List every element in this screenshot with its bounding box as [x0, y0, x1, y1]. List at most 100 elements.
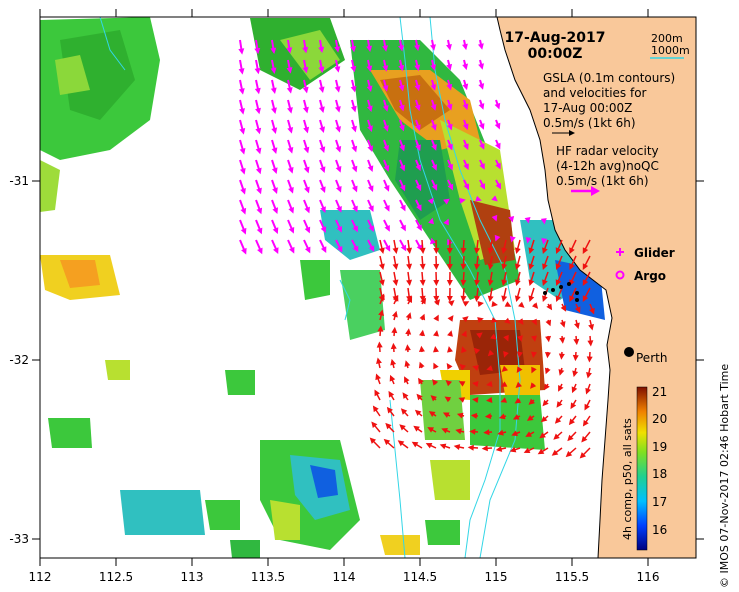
gsla-arrow-head — [430, 104, 437, 111]
gsla-arrow-head — [318, 66, 325, 73]
gsla-arrow-head — [304, 206, 310, 214]
gsla-arrow-head — [447, 163, 453, 171]
hf-arrow-head — [497, 429, 504, 436]
gsla-arrow-head — [495, 162, 501, 170]
gsla-arrow-head — [350, 105, 357, 113]
gsla-arrow-head — [447, 183, 454, 191]
gsla-arrow-head — [254, 47, 261, 55]
colorbar-tick: 18 — [652, 467, 667, 481]
hf-arrow-head — [418, 377, 424, 385]
gsla-arrow-head — [272, 187, 278, 194]
hf-arrow-head — [528, 295, 535, 302]
hf-arrow-head — [537, 448, 545, 455]
gsla-velocity-arrows — [238, 39, 548, 255]
glider-track — [543, 282, 579, 302]
glider-legend-label: Glider — [634, 246, 675, 260]
hf-arrow-head — [569, 295, 575, 302]
gsla-arrow-head — [302, 46, 309, 54]
gsla-arrow-head — [382, 65, 389, 72]
hf-arrow-head — [369, 437, 377, 444]
hf-arrow-head — [392, 279, 399, 286]
hf-arrow-head — [500, 397, 508, 403]
gsla-arrow-head — [255, 107, 261, 115]
hf-arrow-head — [585, 387, 592, 395]
hf-arrow-head — [555, 279, 562, 286]
hf-arrow-head — [378, 247, 385, 254]
gsla-arrow-head — [318, 46, 325, 53]
gsla-arrow-head — [414, 84, 421, 92]
hf-arrow-head — [565, 450, 573, 458]
hf-arrow-head — [514, 263, 521, 270]
hf-arrow-head — [582, 419, 589, 427]
gsla-arrow-head — [431, 164, 437, 171]
hf-arrow-head — [569, 247, 575, 254]
hf-arrow-head — [582, 279, 589, 286]
gsla-arrow-head — [414, 104, 421, 112]
hf-arrow-head — [376, 341, 383, 348]
gsla-arrow-head — [288, 246, 295, 254]
hf-arrow-head — [386, 406, 393, 414]
gsla-arrow-head — [366, 85, 373, 93]
hf-arrow-head — [582, 263, 589, 270]
hf-arrow-head — [399, 424, 406, 431]
hf-arrow-head — [472, 397, 479, 403]
gsla-arrow-head — [271, 127, 278, 134]
gsla-arrow-head — [540, 218, 547, 225]
gsla-arrow-head — [286, 67, 293, 74]
gsla-arrow-head — [255, 147, 262, 155]
hf-arrow-head — [374, 389, 380, 397]
gsla-arrow-head — [288, 226, 295, 234]
gsla-arrow-head — [494, 234, 501, 242]
map-date: 17-Aug-2017 — [505, 30, 606, 46]
hf-arrow-head — [486, 381, 493, 387]
hf-arrow-head — [460, 279, 467, 286]
gsla-arrow-head — [335, 146, 342, 153]
argo-legend-icon — [615, 270, 625, 280]
hf-arrow-head — [378, 263, 385, 270]
hf-arrow-head — [474, 247, 481, 254]
gsla-arrow-head — [400, 204, 406, 212]
colorbar-label: 4h comp, p50, all sats — [621, 418, 634, 540]
hf-arrow-head — [581, 435, 588, 443]
hf-arrow-head — [379, 293, 385, 301]
hf-arrow-head — [544, 367, 551, 375]
gsla-arrow-head — [272, 207, 279, 214]
hf-arrow-head — [472, 381, 479, 387]
hf-arrow-head — [587, 340, 594, 347]
gsla-arrow-head — [446, 123, 453, 131]
hf-arrow-head — [378, 309, 385, 317]
gsla-arrow-head — [336, 205, 342, 213]
hf-arrow-head — [416, 393, 423, 401]
gsla-arrow-head — [272, 227, 279, 234]
gsla-arrow-head — [478, 103, 485, 110]
gsla-arrow-head — [525, 237, 532, 244]
hf-arrow-head — [514, 279, 521, 286]
hf-arrow-head — [551, 449, 559, 456]
gsla-arrow-head — [270, 47, 277, 54]
hf-arrow-head — [413, 425, 420, 432]
hf-arrow-head — [481, 445, 488, 452]
hf-arrow-head — [461, 346, 467, 353]
gsla-arrow-head — [508, 215, 515, 223]
hf-arrow-head — [483, 429, 490, 436]
y-tick-labels: -31 -32 -33 — [9, 174, 29, 546]
hf-arrow-head — [448, 300, 455, 307]
gsla-arrow-head — [399, 164, 406, 172]
gsla-arrow-head — [320, 226, 327, 233]
gsla-arrow-head — [462, 83, 469, 91]
gsla-arrow-head — [336, 245, 343, 253]
hf-arrow-head — [419, 295, 426, 302]
hf-arrow-head — [459, 363, 467, 371]
hf-scale-arrow — [571, 186, 600, 196]
gsla-arrow-head — [254, 87, 261, 95]
gsla-arrow-head — [238, 88, 245, 95]
gsla-arrow-head — [286, 47, 293, 54]
gsla-arrow-head — [399, 144, 405, 152]
gsla-arrow-head — [398, 84, 405, 92]
hf-arrow-head — [447, 346, 453, 353]
hf-arrow-head — [487, 263, 494, 270]
gsla-arrow-head — [446, 103, 453, 111]
hf-legend-scale: 0.5m/s (1kt 6h) — [556, 174, 649, 188]
gsla-arrow-head — [351, 145, 358, 153]
hf-arrow-head — [376, 357, 382, 365]
